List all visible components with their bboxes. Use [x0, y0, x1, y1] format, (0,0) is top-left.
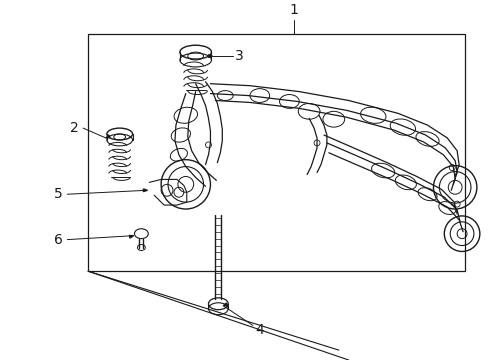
Text: 4: 4	[254, 323, 263, 337]
Polygon shape	[143, 189, 147, 192]
Bar	[88, 34, 464, 271]
Polygon shape	[223, 303, 227, 306]
Text: 3: 3	[235, 49, 244, 63]
Text: 2: 2	[70, 121, 79, 135]
Text: 5: 5	[54, 187, 63, 201]
Polygon shape	[105, 135, 110, 138]
Text: 6: 6	[54, 233, 63, 247]
Polygon shape	[208, 55, 212, 58]
Polygon shape	[129, 235, 133, 238]
Text: 1: 1	[289, 3, 298, 17]
